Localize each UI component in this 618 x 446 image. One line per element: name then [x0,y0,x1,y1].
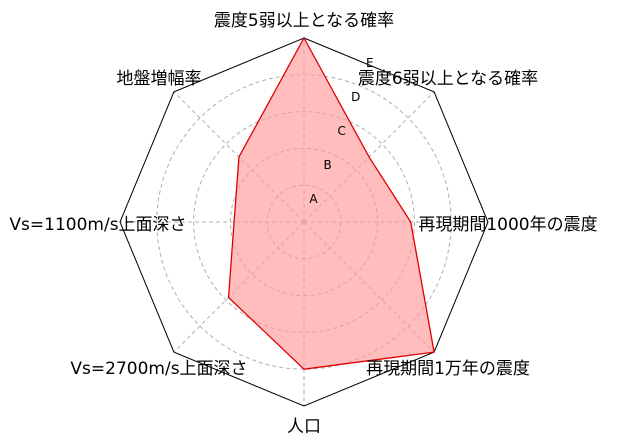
outer-frame [119,37,489,407]
tick-label: E [366,56,374,70]
axis-label: Vs=2700m/s上面深さ [70,359,247,379]
axis-label: 震度6弱以上となる確率 [358,69,538,89]
axis-label: 人口 [287,417,321,437]
axis-label: 震度5弱以上となる確率 [214,11,394,31]
data-polygon [227,36,435,370]
axis-label: 地盤増幅率 [117,69,202,89]
axis-label: 再現期間1000年の震度 [418,215,597,235]
axis-label: Vs=1100m/s上面深さ [9,215,186,235]
axis-label: 再現期間1万年の震度 [366,359,530,379]
radial-tick-labels: A B C D E [309,56,373,206]
radar-series [227,36,435,370]
tick-label: C [337,124,345,138]
tick-label: D [351,90,360,104]
axis-labels: 震度5弱以上となる確率震度6弱以上となる確率再現期間1000年の震度再現期間1万… [9,11,597,437]
tick-label: B [323,158,331,172]
tick-label: A [309,192,318,206]
